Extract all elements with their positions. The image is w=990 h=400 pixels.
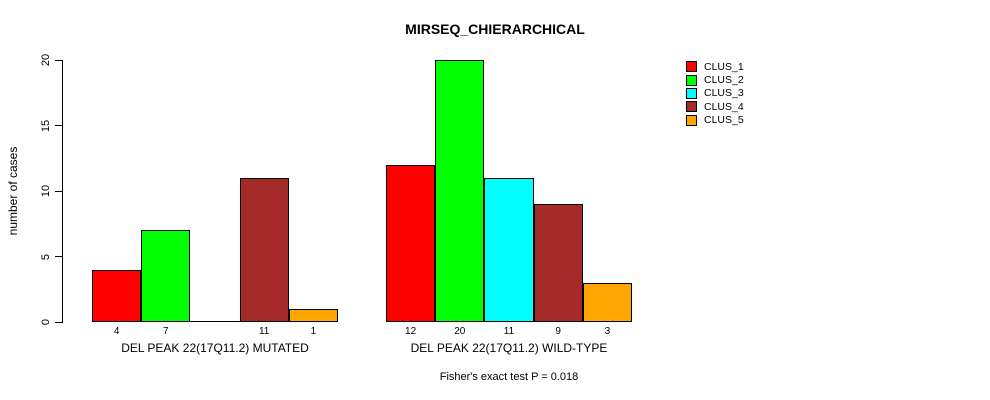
bar-value-label-clus-4-mutated: 11 [258,326,270,337]
bar-clus-1-mutated [92,269,142,322]
legend-swatch-clus-1 [686,61,697,73]
bar-value-label-clus-4-wild-type: 9 [555,326,561,337]
legend-entry-clus-2: CLUS_2 [686,73,744,86]
bar-value-label-clus-2-wild-type: 20 [454,326,466,337]
bar-value-label-clus-5-mutated: 1 [310,326,317,337]
y-tick-label-5: 5 [40,253,52,260]
bar-clus-4-wild-type [533,204,583,322]
legend-entry-clus-5: CLUS_5 [686,114,744,127]
legend-entry-clus-1: CLUS_1 [686,60,744,73]
y-axis-line [62,60,63,323]
legend-entry-clus-4: CLUS_4 [686,100,744,113]
legend-label-clus-1: CLUS_1 [704,60,744,73]
x-group-label-wild-type: DEL PEAK 22(17Q11.2) WILD-TYPE [410,341,608,355]
bar-clus-2-mutated [141,230,191,322]
bar-clus-5-wild-type [582,282,632,322]
fisher-test-note: Fisher's exact test P = 0.018 [439,371,579,383]
y-tick-5 [55,256,62,257]
y-tick-20 [55,59,62,61]
x-group-label-mutated: DEL PEAK 22(17Q11.2) MUTATED [121,341,309,355]
bar-value-label-clus-2-mutated: 7 [163,326,169,337]
legend: CLUS_1 CLUS_2 CLUS_3 CLUS_4 CLUS_5 [686,60,744,127]
y-axis-label: number of cases [6,146,20,236]
legend-label-clus-2: CLUS_2 [704,74,744,87]
legend-swatch-clus-3 [686,87,697,99]
y-tick-0 [55,321,62,323]
legend-label-clus-5: CLUS_5 [704,114,744,127]
bar-value-label-clus-3-wild-type: 11 [503,326,515,337]
bar-value-label-clus-1-mutated: 4 [113,326,120,337]
bar-value-label-clus-5-wild-type: 3 [604,326,611,337]
legend-label-clus-3: CLUS_3 [704,87,744,100]
y-tick-10 [55,190,62,192]
bar-clus-3-wild-type [484,177,534,322]
bar-clus-5-mutated [288,308,338,322]
legend-swatch-clus-4 [686,101,697,113]
bar-clus-4-mutated [239,177,289,322]
legend-entry-clus-3: CLUS_3 [686,87,744,100]
legend-label-clus-4: CLUS_4 [704,100,744,113]
y-tick-label-10: 10 [40,184,52,198]
y-tick-15 [55,125,62,126]
y-tick-label-15: 15 [40,119,52,132]
bar-value-label-clus-1-wild-type: 12 [405,326,417,337]
bar-clus-3-mutated [190,321,240,322]
bar-clus-1-wild-type [386,164,436,322]
chart-title: MIRSEQ_CHIERARCHICAL [405,21,585,37]
legend-swatch-clus-2 [686,74,697,86]
legend-swatch-clus-5 [686,114,697,126]
y-tick-label-0: 0 [40,318,52,326]
y-tick-label-20: 20 [40,53,52,67]
bar-clus-2-wild-type [435,60,485,322]
